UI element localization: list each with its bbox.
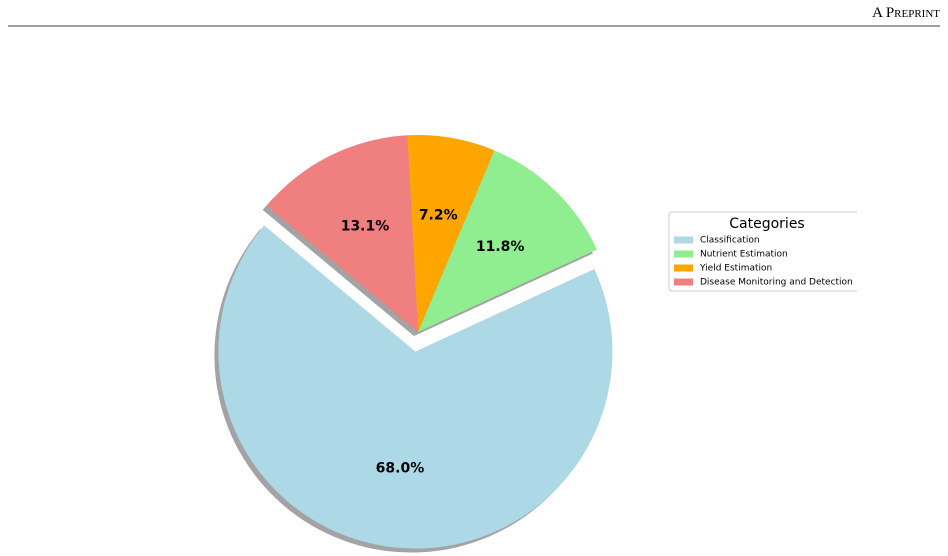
legend-label: Disease Monitoring and Detection bbox=[700, 278, 853, 288]
wedge bbox=[418, 150, 597, 332]
legend-swatch bbox=[674, 264, 693, 272]
wedge-label: 68.0% bbox=[376, 461, 425, 477]
wedge-label: 7.2% bbox=[419, 208, 458, 224]
legend-swatch bbox=[674, 236, 693, 244]
wedge-label: 11.8% bbox=[476, 239, 525, 255]
legend-box bbox=[668, 211, 857, 292]
legend-label: Classification bbox=[700, 236, 760, 246]
legend-label: Yield Estimation bbox=[699, 264, 772, 274]
wedge-label: 13.1% bbox=[341, 218, 390, 234]
pie-chart: 68.0% 11.8% 7.2% 13.1% bbox=[214, 135, 613, 553]
wedge bbox=[266, 135, 418, 332]
legend-label: Nutrient Estimation bbox=[700, 250, 788, 260]
legend: Categories Classification Nutrient Estimat… bbox=[668, 211, 857, 292]
legend-title: Categories bbox=[729, 216, 804, 232]
legend-swatch bbox=[674, 278, 693, 286]
legend-swatch bbox=[674, 250, 693, 258]
wedge bbox=[407, 135, 495, 332]
running-title: A Preprint bbox=[872, 5, 940, 21]
wedge bbox=[218, 225, 613, 549]
